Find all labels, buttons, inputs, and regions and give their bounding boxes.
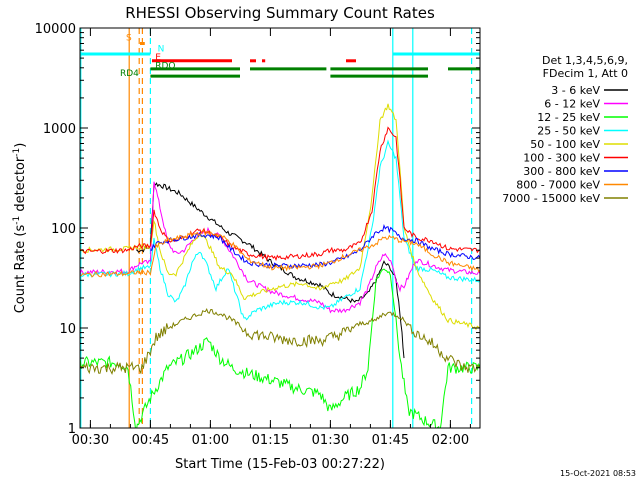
legend: Det 1,3,4,5,6,9, FDecim 1, Att 0 3 - 6 k… — [502, 54, 628, 205]
flag-label-n: N — [158, 45, 165, 55]
y-tick-label-3: 1000 — [43, 122, 76, 137]
series-line-1 — [80, 181, 480, 314]
series-line-3 — [80, 139, 480, 321]
series-line-7 — [80, 229, 480, 278]
y-axis-label-end: ) — [13, 143, 28, 148]
y-tick-label-4: 10000 — [35, 22, 76, 37]
x-axis: 00:30 00:45 01:00 01:15 01:30 01:45 02:00 — [72, 28, 471, 448]
series-line-0 — [135, 181, 405, 359]
y-axis: 1 10 100 1000 10000 — [35, 22, 480, 437]
x-tick-label-5: 01:45 — [372, 433, 409, 448]
series-line-6 — [150, 223, 480, 269]
legend-label-7: 800 - 7000 keV — [516, 179, 600, 192]
plot-area — [80, 28, 480, 428]
x-axis-label: Start Time (15-Feb-03 00:27:22) — [175, 457, 385, 472]
flag-label-rdo: RDO — [155, 61, 175, 71]
chart-title: RHESSI Observing Summary Count Rates — [125, 4, 435, 22]
legend-label-0: 3 - 6 keV — [551, 84, 600, 97]
legend-label-2: 12 - 25 keV — [537, 111, 600, 124]
x-tick-label-0: 00:30 — [72, 433, 109, 448]
x-tick-label-1: 00:45 — [132, 433, 169, 448]
y-axis-label-main: Count Rate (s — [13, 225, 28, 314]
series-line-5 — [80, 126, 480, 262]
flag-label-e: E — [155, 53, 161, 63]
x-tick-label-2: 01:00 — [192, 433, 229, 448]
x-tick-label-6: 02:00 — [432, 433, 469, 448]
x-tick-label-4: 01:30 — [312, 433, 349, 448]
y-axis-label-sup2: -1 — [12, 148, 22, 157]
x-tick-label-3: 01:15 — [252, 433, 289, 448]
footer-timestamp: 15-Oct-2021 08:53 — [560, 469, 636, 478]
legend-label-1: 6 - 12 keV — [544, 98, 600, 111]
series-line-4 — [80, 103, 480, 331]
legend-label-4: 50 - 100 keV — [530, 138, 600, 151]
y-tick-label-1: 10 — [59, 322, 76, 337]
series-line-2 — [80, 268, 480, 428]
flag-label-rd4: RD4 — [120, 69, 139, 79]
y-axis-label: Count Rate (s-1 detector-1) — [12, 143, 28, 314]
y-axis-label-rest: detector — [13, 156, 28, 216]
legend-label-3: 25 - 50 keV — [537, 125, 600, 138]
legend-label-5: 100 - 300 keV — [523, 152, 600, 165]
legend-header-line-1: Det 1,3,4,5,6,9, — [542, 54, 628, 67]
legend-header-line-2: FDecim 1, Att 0 — [543, 67, 628, 80]
y-tick-label-2: 100 — [51, 222, 76, 237]
series-line-8 — [80, 308, 480, 376]
flag-label-s: S — [126, 33, 132, 43]
y-tick-label-0: 1 — [68, 422, 76, 437]
legend-label-6: 300 - 800 keV — [523, 165, 600, 178]
legend-label-8: 7000 - 15000 keV — [502, 192, 600, 205]
y-axis-label-sup: -1 — [12, 216, 22, 225]
